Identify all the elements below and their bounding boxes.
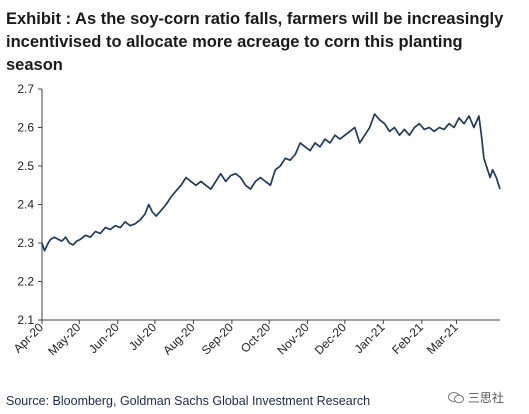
x-tick-label: Oct-20 (238, 320, 274, 356)
chat-bubble-icon (448, 392, 464, 404)
watermark: 三思社 (448, 389, 504, 406)
y-tick-label: 2.3 (17, 236, 34, 250)
x-tick-label: Aug-20 (160, 320, 197, 357)
watermark-text: 三思社 (467, 391, 504, 405)
chart-title: Exhibit : As the soy-corn ratio falls, f… (6, 10, 504, 74)
y-tick-label: 2.5 (17, 159, 34, 173)
x-tick-label: Nov-20 (274, 320, 311, 357)
source-note: Source: Bloomberg, Goldman Sachs Global … (6, 394, 371, 408)
x-tick-label: Jan-21 (352, 320, 388, 356)
x-tick-label: Jun-20 (86, 320, 122, 356)
y-axis: 2.1 2.2 2.3 2.4 2.5 2.6 2.7 (17, 82, 43, 327)
x-tick-label: Dec-20 (312, 320, 349, 357)
x-tick-label: May-20 (45, 320, 83, 358)
y-tick-label: 2.6 (17, 121, 34, 135)
y-tick-label: 2.1 (17, 313, 34, 327)
y-tick-label: 2.2 (17, 275, 34, 289)
x-axis: Apr-20 May-20 Jun-20 Jul-20 Aug-20 Sep-20 Oct-… (11, 319, 500, 358)
series-group (41, 113, 501, 252)
x-tick-label: Jul-20 (126, 320, 159, 353)
x-tick-label: Mar-21 (424, 320, 461, 357)
series-line-0 (41, 113, 501, 252)
x-tick-label: Sep-20 (199, 320, 236, 357)
y-tick-label: 2.7 (17, 82, 34, 96)
y-tick-label: 2.4 (17, 198, 34, 212)
x-tick-label: Feb-21 (389, 320, 426, 357)
